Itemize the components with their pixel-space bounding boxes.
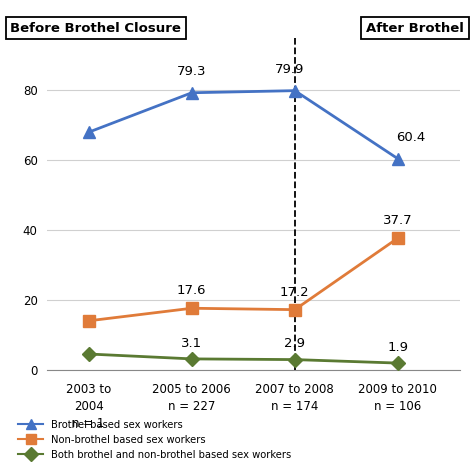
Text: 2.9: 2.9 [284,337,305,350]
Text: After Brothel: After Brothel [366,22,464,35]
Text: 79.3: 79.3 [177,65,207,78]
Text: 37.7: 37.7 [383,214,413,227]
Text: Before Brothel Closure: Before Brothel Closure [10,22,181,35]
Legend: Brothel based sex workers, Non-brothel based sex workers, Both brothel and non-b: Brothel based sex workers, Non-brothel b… [15,416,296,464]
Text: 79.9: 79.9 [275,63,304,76]
Text: 1.9: 1.9 [387,341,409,354]
Text: 2009 to 2010
n = 106: 2009 to 2010 n = 106 [358,383,438,413]
Text: 2007 to 2008
n = 174: 2007 to 2008 n = 174 [255,383,334,413]
Text: 17.6: 17.6 [177,284,207,297]
Text: 60.4: 60.4 [396,131,425,144]
Text: 2003 to
2004
n = 1: 2003 to 2004 n = 1 [66,383,111,430]
Text: 2005 to 2006
n = 227: 2005 to 2006 n = 227 [152,383,231,413]
Text: 3.1: 3.1 [181,337,202,350]
Text: 17.2: 17.2 [280,286,310,299]
